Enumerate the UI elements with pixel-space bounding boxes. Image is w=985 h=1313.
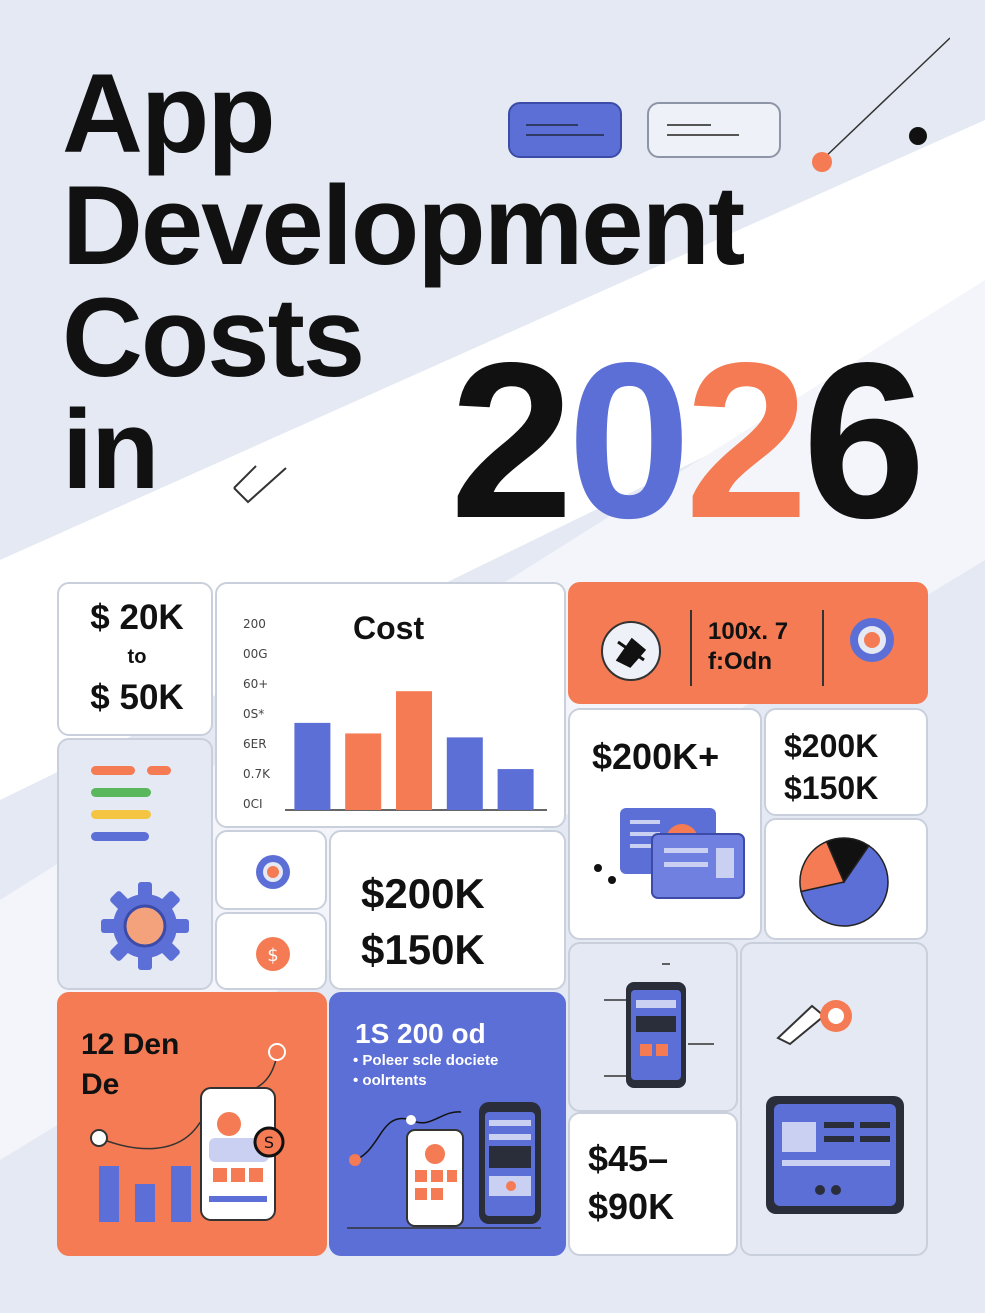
year-digit: 6	[802, 317, 925, 565]
range-to-word: to	[127, 646, 147, 668]
svg-text:$: $	[267, 945, 278, 966]
bullet-text: oolrtents	[362, 1072, 427, 1089]
range-right-line-1: $200K	[784, 728, 879, 764]
chart-title: Cost	[353, 610, 425, 646]
pencil-icon	[776, 1000, 852, 1046]
title-line-3: Costs	[62, 275, 365, 400]
gear-icon	[256, 855, 290, 889]
range-card-low: $45– $90K	[568, 1112, 738, 1256]
range-to: $ 50K	[90, 678, 184, 717]
legend-line-yellow	[91, 810, 151, 819]
year-digit: 2	[450, 317, 573, 565]
banner-line-1: 100x. 7	[708, 618, 789, 645]
blue-feature-bullet-1: • Poleer scle dociete	[353, 1052, 499, 1069]
y-tick-label: 60+	[243, 677, 268, 691]
banner-divider-right	[822, 610, 824, 686]
avatar-icon	[601, 621, 661, 681]
pie-chart-icon	[799, 837, 889, 927]
pencil-gear-card	[740, 942, 928, 1256]
chart-bar	[345, 733, 382, 810]
banner-divider-left	[690, 610, 692, 686]
title-line-4: in	[62, 387, 160, 512]
blue-feature-bullet-2: • oolrtents	[353, 1072, 427, 1089]
range-center-line-2: $150K	[361, 926, 485, 973]
tablet-icon	[766, 1096, 904, 1214]
pie-slice	[799, 840, 846, 893]
range-low-line-1: $45–	[588, 1138, 669, 1179]
cost-chart-card: Cost 200 00G 60+ 0S* 6ER 0.7K 0CI	[215, 582, 566, 828]
chart-bar	[396, 691, 432, 810]
orange-feature-line-2: De	[81, 1068, 120, 1101]
legend-line-orange-2	[147, 766, 171, 775]
bullet-text: Poleer scle dociete	[362, 1052, 499, 1069]
chart-bar	[497, 769, 534, 810]
pie-slice	[825, 837, 870, 884]
range-from: $ 20K	[90, 598, 184, 637]
pie-chart-card	[764, 818, 928, 940]
chart-bar	[446, 737, 483, 810]
chart-bar	[294, 722, 331, 810]
year-digit: 0	[567, 317, 690, 565]
range-right-line-2: $150K	[784, 770, 879, 806]
svg-text:S: S	[264, 1133, 274, 1152]
y-tick-label: 0S*	[243, 707, 264, 721]
legend-lines-card	[57, 738, 213, 990]
gear-icon	[850, 618, 894, 662]
page-title: App Development Costs in	[62, 51, 745, 512]
premium-label: $200K+	[592, 736, 720, 777]
gear-small-card	[215, 830, 327, 910]
y-tick-label: 00G	[243, 647, 268, 661]
gear-icon	[101, 882, 189, 970]
phone-icon	[604, 963, 714, 1088]
range-card-center: $200K $150K	[329, 830, 566, 990]
year-heading: 2026	[450, 317, 926, 565]
legend-line-green	[91, 788, 151, 797]
range-card-basic: $ 20K to $ 50K	[57, 582, 213, 736]
cost-bar-chart: 200 00G 60+ 0S* 6ER 0.7K 0CI	[243, 617, 547, 811]
range-low-line-2: $90K	[588, 1186, 675, 1227]
orange-banner-card: 100x. 7 f:Odn	[568, 582, 928, 704]
title-line-1: App	[62, 51, 276, 176]
decor-pill-white	[647, 102, 781, 158]
range-card-right: $200K $150K	[764, 708, 928, 816]
title-line-2: Development	[62, 163, 745, 288]
checkbox-icon	[233, 465, 287, 504]
y-tick-label: 6ER	[243, 737, 267, 751]
banner-line-2: f:Odn	[708, 648, 772, 675]
range-center-line-1: $200K	[361, 870, 485, 917]
legend-line-blue	[91, 832, 149, 841]
phone-mockup-card	[568, 942, 738, 1112]
y-tick-label: 200	[243, 617, 266, 631]
coin-small-card: $	[215, 912, 327, 990]
pie-slice	[800, 844, 889, 927]
blue-feature-title: 1S 200 od	[355, 1018, 486, 1049]
orange-feature-line-1: 12 Den	[81, 1028, 180, 1061]
legend-line-orange	[91, 766, 135, 775]
premium-card: $200K+	[568, 708, 762, 940]
dashboard-icon	[594, 808, 745, 899]
y-tick-label: 0.7K	[243, 767, 271, 781]
blue-feature-card: 1S 200 od • Poleer scle dociete • oolrte…	[329, 992, 566, 1256]
dollar-coin-icon: $	[256, 937, 290, 971]
orange-feature-card: 12 Den De S	[57, 992, 327, 1256]
decor-line-node	[812, 37, 950, 172]
year-digit: 2	[684, 317, 808, 565]
decor-pill-blue	[508, 102, 622, 158]
phones-illustration	[347, 1102, 541, 1229]
y-tick-label: 0CI	[243, 797, 263, 811]
phone-growth-illustration: S	[90, 1043, 286, 1222]
